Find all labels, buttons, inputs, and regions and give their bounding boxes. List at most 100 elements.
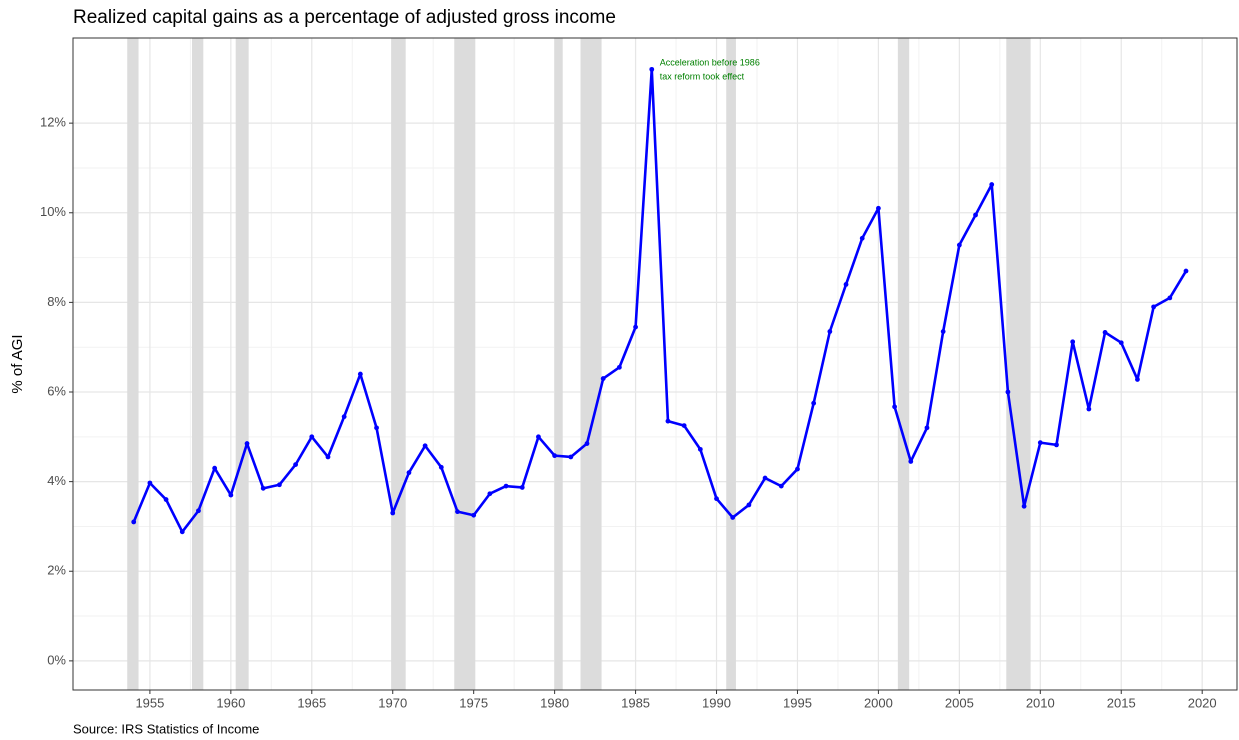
x-tick-label: 1970 (378, 695, 407, 710)
data-line (132, 68, 1188, 534)
data-point (228, 492, 234, 498)
data-point (357, 371, 363, 377)
y-tick-label: 2% (47, 563, 66, 578)
y-tick-label: 12% (40, 115, 66, 130)
data-point (179, 529, 185, 535)
data-point (730, 515, 736, 520)
x-tick-label: 1960 (216, 695, 245, 710)
data-point (714, 496, 719, 502)
data-point (422, 443, 428, 449)
data-point (325, 454, 331, 460)
data-point (827, 329, 833, 334)
data-point (519, 485, 525, 490)
source-note: Source: IRS Statistics of Income (73, 721, 259, 736)
data-point (147, 480, 153, 486)
data-point (746, 502, 752, 508)
x-tick-label: 1990 (702, 695, 731, 710)
x-tick-label: 1975 (459, 695, 488, 710)
data-point (778, 483, 784, 489)
y-tick-label: 8% (47, 294, 66, 309)
data-point (503, 483, 509, 489)
recession-band (127, 38, 139, 690)
data-point (196, 508, 201, 514)
annotation: tax reform took effect (660, 72, 745, 82)
data-point (1167, 295, 1173, 301)
y-tick-label: 10% (40, 204, 66, 219)
data-point (1151, 304, 1157, 310)
data-point (471, 512, 477, 518)
data-point (762, 475, 768, 481)
data-point (1054, 442, 1059, 448)
data-point (163, 497, 169, 502)
recession-band (1006, 38, 1031, 690)
data-point (681, 423, 687, 429)
x-tick-label: 1965 (297, 695, 326, 710)
data-point (309, 434, 315, 440)
data-point (908, 459, 914, 464)
data-point (244, 441, 250, 446)
data-point (1135, 377, 1140, 382)
recession-band (580, 38, 602, 690)
x-tick-label: 2010 (1026, 695, 1055, 710)
data-point (1086, 406, 1092, 412)
data-point (1037, 440, 1043, 446)
recession-band (235, 38, 249, 690)
data-point (1102, 330, 1108, 335)
y-axis-label: % of AGI (9, 334, 26, 393)
recession-band (554, 38, 563, 690)
recession-band (391, 38, 406, 690)
chart-title: Realized capital gains as a percentage o… (73, 7, 616, 28)
data-point (843, 282, 849, 287)
data-point (438, 464, 444, 470)
x-tick-label: 1995 (783, 695, 812, 710)
data-point (1118, 340, 1124, 346)
data-point (1005, 389, 1011, 395)
y-tick-label: 6% (47, 383, 66, 398)
data-point (989, 182, 995, 187)
data-point (600, 376, 606, 381)
data-point (633, 324, 638, 330)
data-point (924, 425, 930, 431)
data-point (1070, 339, 1076, 345)
data-point (1183, 268, 1189, 274)
data-point (811, 400, 817, 406)
data-point (455, 509, 460, 515)
data-point (973, 212, 978, 218)
data-point (131, 519, 137, 525)
data-point (487, 491, 493, 497)
recession-band (191, 38, 204, 690)
data-point (341, 414, 347, 420)
annotation: Acceleration before 1986 (660, 58, 760, 68)
recession-band (454, 38, 476, 690)
data-point (616, 364, 622, 370)
data-point (277, 482, 282, 488)
y-tick-label: 0% (47, 652, 66, 667)
data-point (406, 470, 412, 476)
data-point (552, 453, 558, 459)
data-point (390, 510, 396, 516)
data-point (649, 66, 655, 72)
x-tick-label: 2005 (945, 695, 974, 710)
y-tick-label: 4% (47, 473, 66, 488)
data-point (859, 235, 865, 241)
data-point (536, 434, 541, 440)
data-point (956, 242, 962, 248)
recession-band (726, 38, 736, 690)
x-tick-label: 1980 (540, 695, 569, 710)
data-point (795, 466, 800, 472)
plot-border (72, 37, 1238, 691)
data-point (876, 205, 881, 211)
data-point (212, 465, 218, 471)
x-tick-label: 2015 (1107, 695, 1136, 710)
data-point (892, 404, 897, 410)
x-tick-label: 2020 (1188, 695, 1217, 710)
data-point (665, 418, 671, 424)
data-point (584, 441, 590, 446)
data-point (940, 329, 946, 334)
data-point (374, 425, 379, 431)
data-point (568, 454, 574, 460)
x-tick-label: 2000 (864, 695, 893, 710)
data-point (260, 485, 266, 491)
data-point (293, 462, 299, 468)
